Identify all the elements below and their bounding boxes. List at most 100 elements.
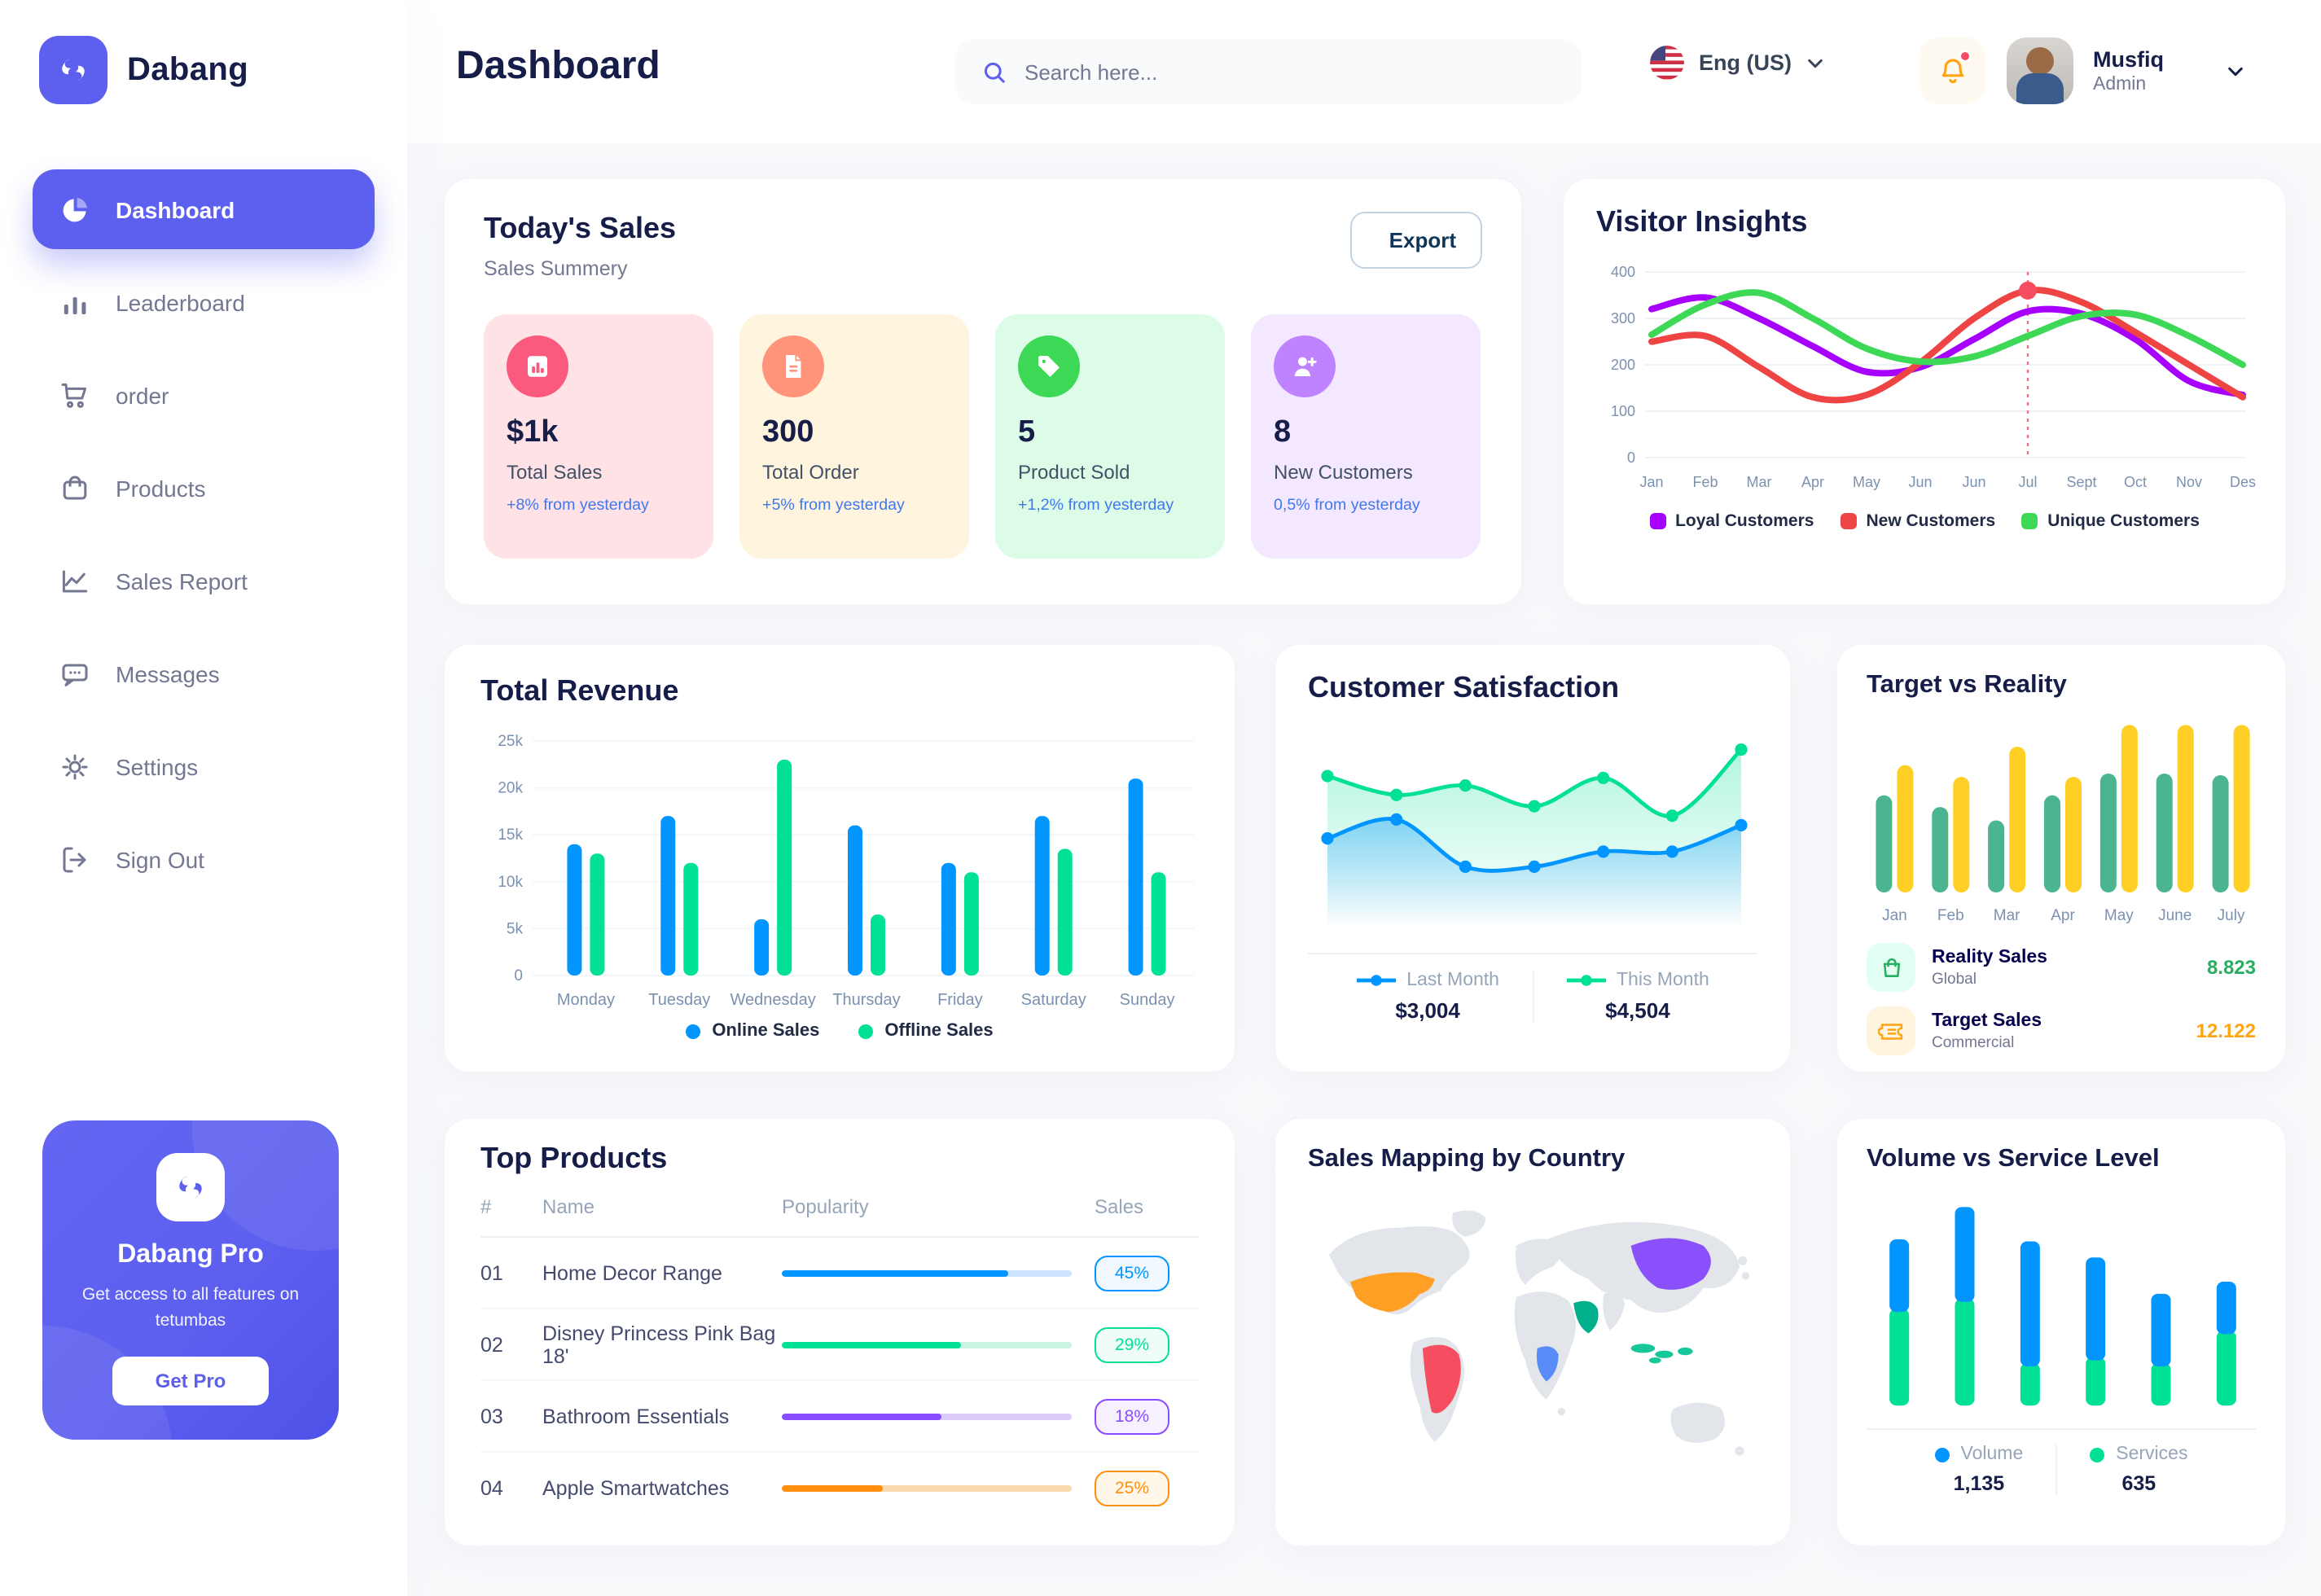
target-vs-reality-chart: Jan Feb Mar Apr May June July (1867, 710, 2256, 928)
sales-badge: 29% (1095, 1326, 1169, 1362)
visitor-insights-card: Visitor Insights 0 100 200 300 400 Jan Feb Mar A… (1562, 178, 2287, 606)
sidebar-item-label: Products (116, 475, 206, 501)
top-products-body: 01 Home Decor Range 45% 02 Disney Prince… (480, 1238, 1199, 1524)
volume-service-title: Volume vs Service Level (1867, 1145, 2160, 1173)
legend-total: 635 (2121, 1472, 2156, 1495)
chevron-down-icon (1808, 58, 1823, 68)
column-header: # (480, 1195, 492, 1218)
stat-value: $1k (507, 415, 559, 449)
todays-sales-card: Today's Sales Sales Summery Export $1k T… (443, 178, 1523, 606)
visitor-insights-chart: 0 100 200 300 400 Jan Feb Mar Apr May Jun Jun Jul Sep… (1596, 249, 2256, 506)
sidebar: Dabang Dashboard Leaderboard order Produ… (0, 0, 407, 1596)
app-logo[interactable]: Dabang (0, 0, 407, 140)
target-vs-reality-title: Target vs Reality (1867, 671, 2067, 699)
svg-text:Des: Des (2230, 474, 2256, 490)
search-input[interactable] (1024, 59, 1555, 84)
svg-text:Thursday: Thursday (832, 991, 900, 1009)
world-map (1328, 1210, 1750, 1456)
product-name: Home Decor Range (542, 1261, 722, 1284)
popularity-bar (782, 1485, 1072, 1492)
stat-card-total-order: 300 Total Order +5% from yesterday (739, 314, 969, 559)
popularity-bar (782, 1269, 1072, 1276)
sidebar-item-messages[interactable]: Messages (33, 634, 375, 713)
stat-label: New Customers (1274, 461, 1413, 484)
stat-label: Product Sold (1018, 461, 1130, 484)
svg-text:Sept: Sept (2066, 474, 2096, 490)
svg-text:20k: 20k (498, 780, 523, 797)
sidebar-item-order[interactable]: order (33, 355, 375, 435)
legend-item: Unique Customers (2021, 511, 2200, 531)
notification-badge (1959, 50, 1971, 62)
stat-delta: +8% from yesterday (507, 497, 649, 515)
legend-total: 1,135 (1953, 1472, 2005, 1495)
visitor-insights-title: Visitor Insights (1596, 205, 1808, 238)
legend-row-target-sales: Target Sales Commercial 12.122 (1867, 1006, 2256, 1055)
sidebar-item-label: order (116, 382, 169, 408)
sales-badge: 18% (1095, 1398, 1169, 1434)
column-header: Sales (1095, 1195, 1144, 1218)
sales-badge: 25% (1095, 1471, 1169, 1506)
product-name: Apple Smartwatches (542, 1477, 730, 1500)
stat-tag-icon (1018, 335, 1080, 397)
export-button[interactable]: Export (1349, 212, 1482, 269)
bag-icon (1867, 943, 1915, 992)
notifications-button[interactable] (1919, 37, 1985, 104)
svg-text:5k: 5k (507, 920, 524, 937)
search-icon (981, 58, 1008, 86)
sidebar-item-label: Leaderboard (116, 289, 245, 315)
pro-upgrade-card: Dabang Pro Get access to all features on… (42, 1120, 339, 1440)
legend-item: Offline Sales (858, 1021, 994, 1041)
svg-text:Monday: Monday (557, 991, 615, 1009)
product-rank: 04 (480, 1477, 503, 1500)
stat-card-new-customers: 8 New Customers 0,5% from yesterday (1251, 314, 1481, 559)
sidebar-item-settings[interactable]: Settings (33, 726, 375, 806)
svg-text:Jun: Jun (1908, 474, 1932, 490)
stat-label: Total Sales (507, 461, 603, 484)
sidebar-item-leaderboard[interactable]: Leaderboard (33, 262, 375, 342)
sidebar-item-products[interactable]: Products (33, 448, 375, 528)
dabang-pro-logo-icon (156, 1153, 225, 1221)
sidebar-menu: Dashboard Leaderboard order Products Sal… (0, 169, 407, 899)
top-products-title: Top Products (480, 1142, 668, 1174)
total-revenue-title: Total Revenue (480, 674, 679, 707)
legend-item-this-month: This Month $4,504 (1532, 971, 1742, 1023)
bag-icon (59, 471, 91, 504)
user-profile[interactable]: Musfiq Admin (2007, 37, 2244, 104)
search-bar[interactable] (954, 39, 1582, 104)
sidebar-item-sales-report[interactable]: Sales Report (33, 541, 375, 620)
svg-text:Oct: Oct (2124, 474, 2147, 490)
svg-text:Jan: Jan (1639, 474, 1663, 490)
language-selector[interactable]: Eng (US) (1650, 46, 1824, 80)
sidebar-item-sign-out[interactable]: Sign Out (33, 819, 375, 899)
column-header: Name (542, 1195, 595, 1218)
svg-text:100: 100 (1611, 403, 1635, 419)
customer-satisfaction-card: Customer Satisfaction Last Month $3,004 … (1274, 643, 1792, 1073)
legend-item-last-month: Last Month $3,004 (1323, 971, 1532, 1023)
sidebar-item-label: Settings (116, 753, 199, 779)
customer-satisfaction-chart (1308, 712, 1757, 940)
get-pro-button[interactable]: Get Pro (112, 1356, 269, 1405)
popularity-bar (782, 1341, 1072, 1348)
svg-text:Apr: Apr (2051, 907, 2075, 924)
pro-card-text: Get access to all features on tetumbas (81, 1285, 300, 1331)
legend-total: $4,504 (1605, 998, 1670, 1023)
svg-text:15k: 15k (498, 826, 523, 844)
target-vs-reality-card: Target vs Reality Jan Feb Mar Apr May June Jul… (1836, 643, 2287, 1073)
stat-user-icon (1274, 335, 1336, 397)
bars-icon (59, 286, 91, 318)
legend-item: New Customers (1840, 511, 1995, 531)
sidebar-item-label: Sign Out (116, 846, 204, 872)
user-role: Admin (2093, 75, 2147, 94)
svg-text:July: July (2218, 907, 2245, 924)
product-rank: 02 (480, 1333, 503, 1356)
product-rank: 03 (480, 1405, 503, 1427)
message-icon (59, 657, 91, 690)
sales-badge: 45% (1095, 1255, 1169, 1291)
sidebar-item-dashboard[interactable]: Dashboard (33, 169, 375, 249)
product-row: 02 Disney Princess Pink Bag 18' 29% (480, 1309, 1199, 1381)
stat-cards-row: $1k Total Sales +8% from yesterday 300 T… (484, 314, 1482, 559)
svg-text:Friday: Friday (937, 991, 983, 1009)
customer-satisfaction-legend: Last Month $3,004 This Month $4,504 (1308, 971, 1757, 1023)
svg-text:May: May (1853, 474, 1880, 490)
total-revenue-card: Total Revenue 0 5k 10k 15k 20k 25k Monday Tuesd… (443, 643, 1236, 1073)
